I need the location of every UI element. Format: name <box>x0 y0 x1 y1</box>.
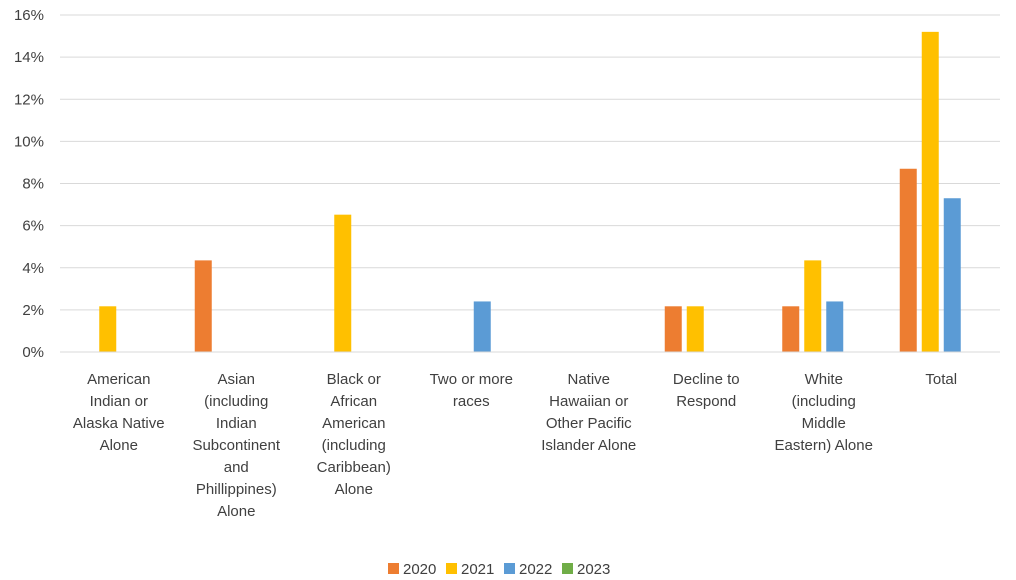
y-tick-label: 4% <box>22 260 44 277</box>
category-label: Total <box>925 371 957 388</box>
bar-2022 <box>473 301 491 352</box>
category-label-line: Hawaiian or <box>549 393 628 410</box>
category-label: Two or more races <box>430 371 513 410</box>
category-label: Decline to Respond <box>673 371 740 410</box>
y-axis-ticks: 0% 2% 4% 6% 8% 10% 12% 14% 16% <box>14 7 44 361</box>
y-tick-label: 2% <box>22 302 44 319</box>
bar-2021 <box>921 31 939 352</box>
bars <box>99 31 961 352</box>
category-label-line: Decline to <box>673 371 740 388</box>
y-tick-label: 0% <box>22 344 44 361</box>
category-label-line: Alaska Native <box>73 415 165 432</box>
category-label-line: (including <box>792 393 856 410</box>
legend-label-2023: 2023 <box>577 561 610 578</box>
legend-label-2021: 2021 <box>461 561 494 578</box>
bar-2021 <box>334 214 352 352</box>
category-label-line: and <box>224 459 249 476</box>
legend-label-2020: 2020 <box>403 561 436 578</box>
legend-swatch-2020 <box>388 563 399 574</box>
bar-2020 <box>664 306 682 352</box>
category-label-line: Respond <box>676 393 736 410</box>
category-label: Black or African American (including Caribbe… <box>317 371 391 498</box>
category-label-line: Alone <box>100 437 138 454</box>
category-label-line: races <box>453 393 490 410</box>
category-label-line: Eastern) Alone <box>775 437 873 454</box>
category-label: Asian (including Indian Subcontinent and Phil… <box>192 371 280 520</box>
category-label: Native Hawaiian or Other Pacific Islander A… <box>541 371 636 454</box>
category-label-line: Phillippines) <box>196 481 277 498</box>
category-label-line: Indian <box>216 415 257 432</box>
category-label-line: Caribbean) <box>317 459 391 476</box>
category-label-line: Two or more <box>430 371 513 388</box>
category-label-line: Middle <box>802 415 846 432</box>
category-label: White (including Middle Eastern) Alone <box>775 371 873 454</box>
bar-2022 <box>943 198 961 352</box>
legend-swatch-2022 <box>504 563 515 574</box>
category-label-line: (including <box>322 437 386 454</box>
bar-2021 <box>804 260 822 352</box>
legend: 2020 2021 2022 2023 <box>388 561 610 578</box>
y-tick-label: 12% <box>14 91 44 108</box>
x-axis-category-labels: American Indian or Alaska Native AloneAsian… <box>73 371 957 520</box>
category-label-line: African <box>330 393 377 410</box>
category-label-line: Indian or <box>90 393 148 410</box>
category-label-line: American <box>322 415 385 432</box>
category-label-line: Asian <box>217 371 255 388</box>
y-tick-label: 14% <box>14 49 44 66</box>
legend-label-2022: 2022 <box>519 561 552 578</box>
bar-2020 <box>194 260 212 352</box>
y-tick-label: 16% <box>14 7 44 24</box>
category-label-line: Other Pacific <box>546 415 632 432</box>
category-label-line: American <box>87 371 150 388</box>
category-label-line: Subcontinent <box>192 437 280 454</box>
category-label-line: Black or <box>327 371 381 388</box>
y-tick-label: 10% <box>14 133 44 150</box>
bar-2022 <box>826 301 844 352</box>
legend-swatch-2021 <box>446 563 457 574</box>
bar-2021 <box>686 306 704 352</box>
legend-swatch-2023 <box>562 563 573 574</box>
category-label: American Indian or Alaska Native Alone <box>73 371 165 454</box>
y-tick-label: 6% <box>22 218 44 235</box>
category-label-line: Islander Alone <box>541 437 636 454</box>
y-tick-label: 8% <box>22 176 44 193</box>
category-label-line: Alone <box>217 503 255 520</box>
category-label-line: White <box>805 371 843 388</box>
gridlines <box>60 14 1000 311</box>
category-label-line: Alone <box>335 481 373 498</box>
bar-2020 <box>782 306 800 352</box>
category-label-line: (including <box>204 393 268 410</box>
bar-2020 <box>899 168 917 352</box>
category-label-line: Total <box>925 371 957 388</box>
bar-2021 <box>99 306 117 352</box>
category-label-line: Native <box>567 371 610 388</box>
